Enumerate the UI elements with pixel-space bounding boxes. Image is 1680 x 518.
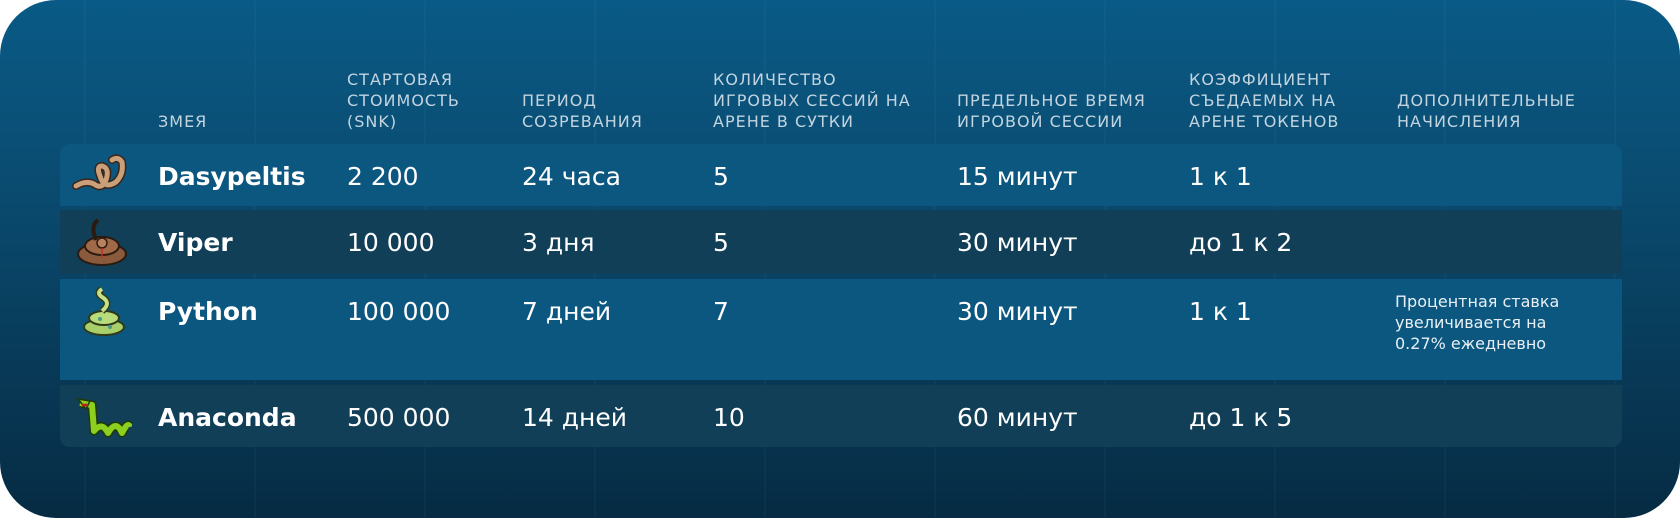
sessions-value: 5 [713,228,729,257]
sessions-value: 5 [713,162,729,191]
sessions-value: 10 [713,403,745,432]
price-value: 500 000 [347,403,451,432]
header-extra: Дополнительные начисления [1397,91,1576,131]
time-value: 60 минут [957,403,1078,432]
header-sessions: Количество игровых сессий на арене в сут… [713,70,911,131]
table-row: Anaconda 500 000 14 дней 10 60 минут до … [60,385,1622,447]
period-value: 7 дней [522,297,612,326]
python-snake-icon [83,286,125,336]
time-value: 15 минут [957,162,1078,191]
extra-value: Процентная ставка увеличивается на 0.27%… [1395,292,1560,353]
time-value: 30 минут [957,228,1078,257]
header-price: Стартовая стоимость (SNK) [347,70,460,131]
header-period: Период созревания [522,91,643,131]
snake-name: Anaconda [158,403,297,432]
snake-name: Python [158,297,258,326]
ratio-value: до 1 к 5 [1189,403,1293,432]
ratio-value: 1 к 1 [1189,162,1252,191]
header-ratio: Коэффициент съедаемых на арене токенов [1189,70,1340,131]
price-value: 100 000 [347,297,451,326]
table-row: Python 100 000 7 дней 7 30 минут 1 к 1 П… [60,279,1622,380]
price-value: 10 000 [347,228,435,257]
anaconda-snake-icon [76,397,132,438]
snake-name: Dasypeltis [158,162,306,191]
viper-snake-icon [77,218,127,266]
period-value: 3 дня [522,228,595,257]
snake-name: Viper [158,228,233,257]
table-row: Viper 10 000 3 дня 5 30 минут до 1 к 2 [60,210,1622,274]
ratio-value: до 1 к 2 [1189,228,1293,257]
period-value: 14 дней [522,403,628,432]
time-value: 30 минут [957,297,1078,326]
ratio-value: 1 к 1 [1189,297,1252,326]
price-value: 2 200 [347,162,419,191]
header-snake: Змея [158,112,208,131]
header-time: Предельное время игровой сессии [957,91,1146,131]
table-row: Dasypeltis 2 200 24 часа 5 15 минут 1 к … [60,144,1622,206]
dasypeltis-snake-icon [72,154,127,191]
sessions-value: 7 [713,297,729,326]
period-value: 24 часа [522,162,621,191]
